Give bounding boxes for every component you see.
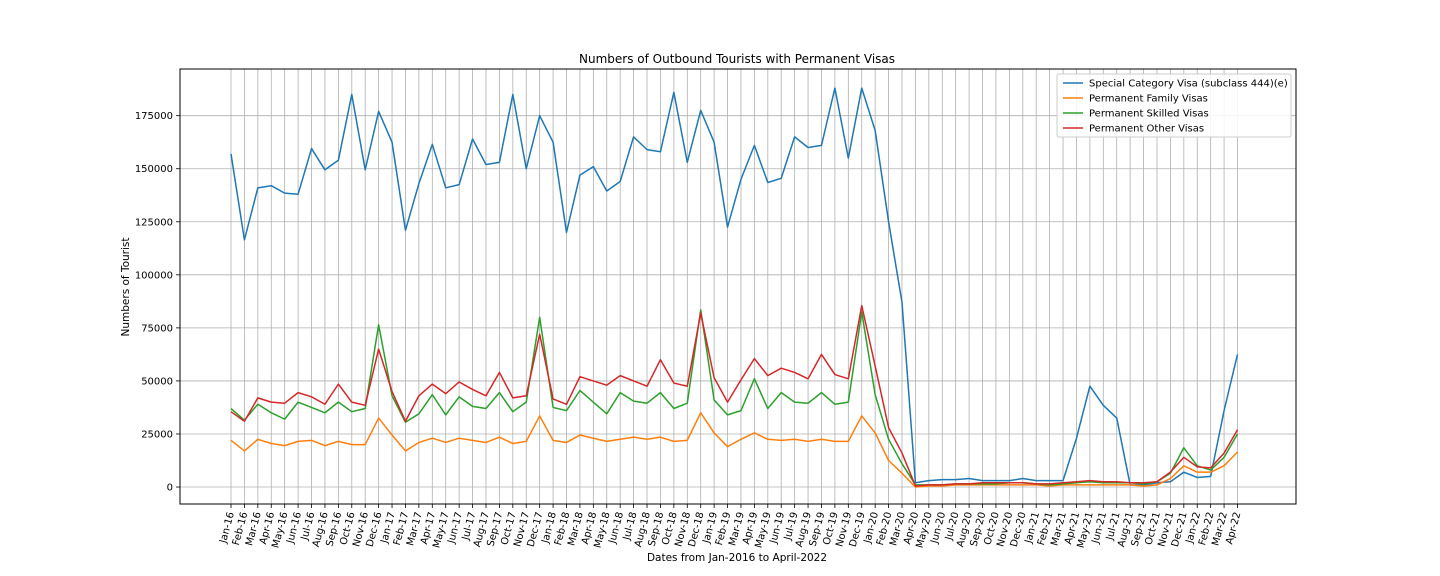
legend-box [1056, 73, 1292, 138]
series-line-1 [230, 87, 1239, 486]
y-tick-label: 100000 [135, 270, 173, 281]
legend-label-3: Permanent Skilled Visas [1089, 109, 1209, 120]
y-tick-label: 125000 [135, 217, 173, 228]
series-layer [230, 87, 1239, 488]
legend-label-1: Special Category Visa (subclass 444)(e) [1089, 79, 1288, 90]
y-tick-label: 175000 [135, 111, 173, 122]
grid [180, 69, 1296, 504]
legend: Special Category Visa (subclass 444)(e) P… [1056, 73, 1292, 138]
plot-frame [179, 68, 1297, 505]
y-tick-label: 150000 [135, 164, 173, 175]
x-axis-label: Dates from Jan-2016 to April-2022 [647, 552, 827, 564]
x-axis: Jan-16Feb-16Mar-16Apr-16May-16Jun-16Jul-… [218, 504, 1243, 549]
chart-title: Numbers of Outbound Tourists with Perman… [579, 52, 895, 66]
y-tick-label: 0 [167, 483, 173, 494]
series-line-4 [230, 304, 1239, 487]
legend-label-4: Permanent Other Visas [1089, 124, 1204, 135]
y-tick-label: 50000 [141, 376, 173, 387]
series-line-2 [230, 412, 1239, 488]
y-tick-label: 75000 [141, 323, 173, 334]
series-line-3 [230, 309, 1239, 486]
y-tick-label: 25000 [141, 429, 173, 440]
legend-label-2: Permanent Family Visas [1089, 94, 1208, 105]
y-axis-label: Numbers of Tourist [120, 238, 132, 337]
y-axis: 0 25000 50000 75000 100000 125000 150000 175000 [135, 111, 180, 494]
